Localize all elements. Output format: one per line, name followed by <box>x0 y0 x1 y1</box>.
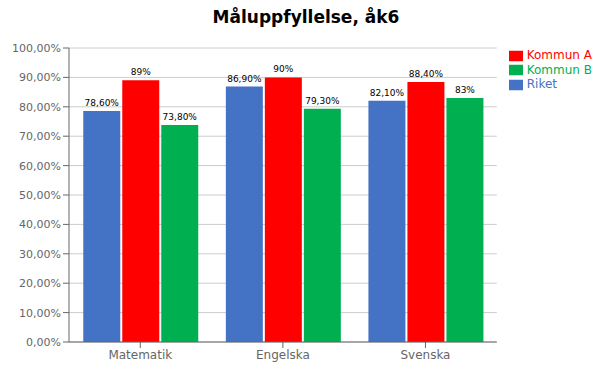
html-text:Måluppfyllelse, åk6: Måluppfyllelse, åk6 <box>212 7 400 27</box>
svg-text:88,40%: 88,40% <box>409 69 444 79</box>
svg-text:90,00%: 90,00% <box>19 71 61 84</box>
svg-text:89%: 89% <box>131 67 151 77</box>
svg-text:70,00%: 70,00% <box>19 130 61 143</box>
svg-text:83%: 83% <box>455 85 475 95</box>
svg-text:73,80%: 73,80% <box>163 112 198 122</box>
html-text:Riket: Riket <box>526 77 557 91</box>
svg-text:30,00%: 30,00% <box>19 248 61 261</box>
svg-text:40,00%: 40,00% <box>19 218 61 231</box>
svg-text:0,00%: 0,00% <box>26 336 61 349</box>
svg-text:Engelska: Engelska <box>256 348 310 362</box>
svg-text:Matematik: Matematik <box>108 348 172 362</box>
svg-text:90%: 90% <box>273 64 293 74</box>
svg-text:Svenska: Svenska <box>400 348 450 362</box>
svg-text:50,00%: 50,00% <box>19 189 61 202</box>
svg-text:79,30%: 79,30% <box>305 96 340 106</box>
svg-text:60,00%: 60,00% <box>19 160 61 173</box>
svg-text:20,00%: 20,00% <box>19 277 61 290</box>
html-text:Kommun A: Kommun A <box>526 48 592 62</box>
svg-text:100,00%: 100,00% <box>12 42 61 55</box>
svg-text:86,90%: 86,90% <box>227 74 262 84</box>
svg-text:10,00%: 10,00% <box>19 307 61 320</box>
svg-text:78,60%: 78,60% <box>85 98 120 108</box>
html-text:Kommun B: Kommun B <box>526 62 592 77</box>
svg-text:80,00%: 80,00% <box>19 101 61 114</box>
svg-text:82,10%: 82,10% <box>370 88 405 98</box>
